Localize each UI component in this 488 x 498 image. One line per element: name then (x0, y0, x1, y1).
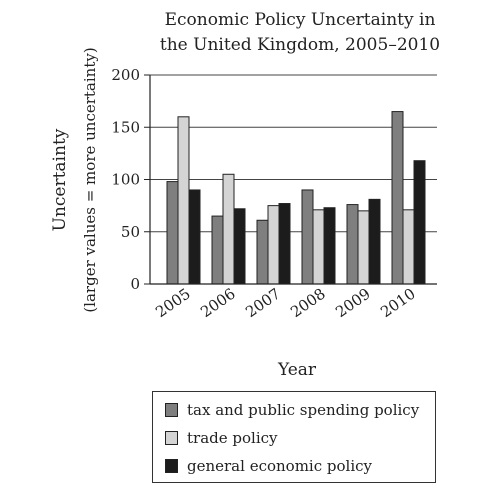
bar (256, 219, 269, 285)
y-axis-label: Uncertainty (50, 128, 70, 231)
x-tick-label: 2009 (332, 285, 374, 322)
chart-title-line-1: Economic Policy Uncertainty in (164, 10, 436, 30)
bar (166, 181, 179, 285)
legend-swatch-general (165, 459, 178, 473)
bar (312, 209, 325, 285)
legend-item-general: general economic policy (165, 457, 372, 475)
legend-swatch-tax (165, 403, 178, 417)
x-tick-label: 2007 (242, 285, 284, 322)
bar (368, 198, 381, 285)
y-axis-sublabel: (larger values = more uncertainty) (81, 47, 99, 312)
bars (166, 111, 426, 285)
x-tick-label: 2005 (152, 285, 194, 322)
chart-title-line-2: the United Kingdom, 2005–2010 (159, 35, 441, 55)
y-tick-label: 100 (111, 171, 140, 189)
legend: tax and public spending policy trade pol… (152, 391, 436, 483)
legend-swatch-trade (165, 431, 178, 445)
bar (177, 116, 190, 285)
x-axis-label: Year (277, 360, 317, 380)
bar (222, 173, 235, 285)
x-tick-label: 2006 (197, 285, 239, 322)
bar (402, 209, 415, 285)
chart-title: Economic Policy Uncertainty in the Unite… (150, 8, 450, 58)
bar (323, 207, 336, 285)
y-tick-label: 0 (130, 275, 140, 293)
y-tick-label: 50 (121, 223, 140, 241)
bar (391, 111, 404, 285)
legend-label-general: general economic policy (187, 457, 372, 475)
bar (233, 208, 246, 285)
y-tick-label: 200 (111, 66, 140, 84)
bar (413, 160, 426, 285)
bar (278, 203, 291, 285)
bar (211, 215, 224, 285)
legend-label-tax: tax and public spending policy (187, 401, 420, 419)
legend-item-tax: tax and public spending policy (165, 401, 420, 419)
legend-item-trade: trade policy (165, 429, 278, 447)
bar (188, 189, 201, 285)
legend-label-trade: trade policy (187, 429, 278, 447)
x-tick-label: 2008 (287, 285, 329, 322)
bar (267, 205, 280, 285)
bar (357, 210, 370, 285)
y-tick-label: 150 (111, 118, 140, 136)
bar (346, 204, 359, 285)
x-tick-label: 2010 (377, 285, 419, 322)
bar (301, 189, 314, 285)
